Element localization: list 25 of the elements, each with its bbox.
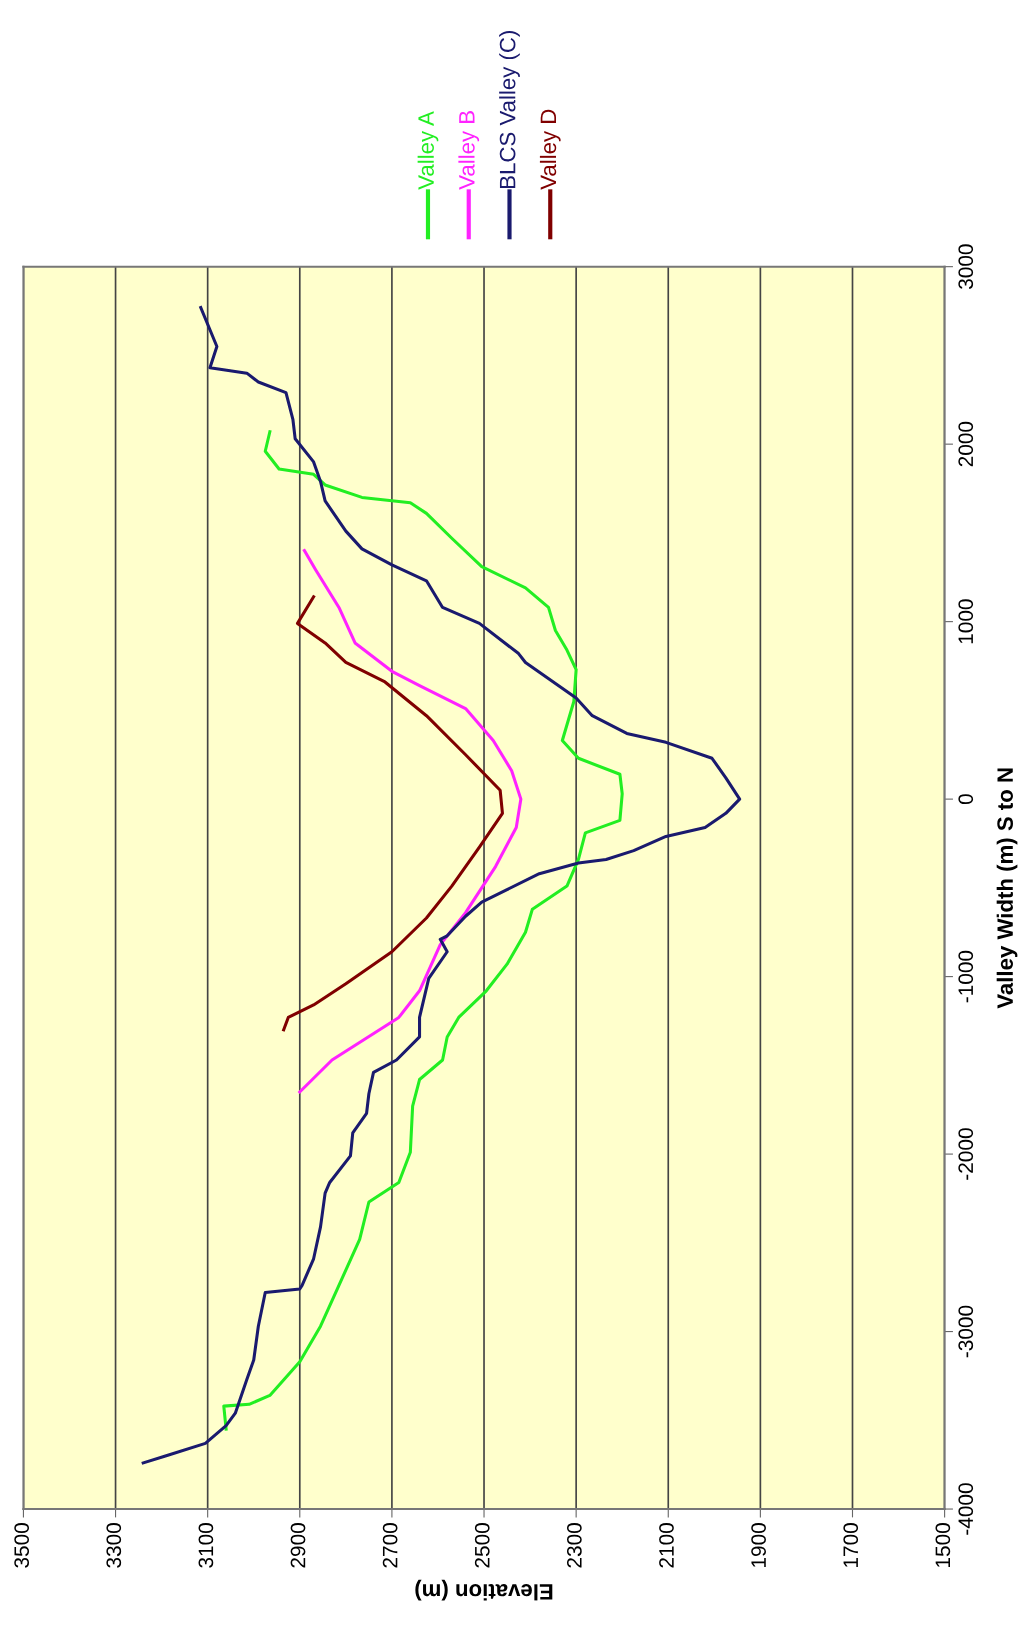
x-tick-label: 2700 [382,1523,398,1568]
y-tick-label: -1000 [958,950,974,1003]
x-tick-label: 3300 [106,1523,122,1568]
y-axis-title: Valley Width (m) S to N [996,768,1018,1009]
x-tick-label: 3500 [14,1523,30,1568]
text: BLCS Valley (C) [499,31,520,188]
y-tick-label: -4000 [958,1483,974,1535]
y-tick-label: 1000 [958,599,974,644]
x-tick-label: 1900 [751,1523,766,1567]
x-tick-label: 1700 [843,1523,859,1567]
x-axis-title: Elevation (m) [415,1579,553,1601]
text: Valley A [417,111,439,190]
y-tick-label: -2000 [958,1128,974,1180]
y-tick-label: -3000 [958,1305,974,1358]
x-tick-label: 1500 [935,1523,951,1567]
y-tick-label: 2000 [958,421,974,467]
x-tick-label: 2900 [290,1523,306,1568]
y-tick-label: 3000 [958,244,974,290]
x-tick-label: 3100 [198,1523,214,1568]
x-tick-label: 2500 [474,1523,490,1568]
text: Valley B [458,111,480,190]
x-tick-label: 2300 [566,1523,582,1568]
text: Valley D [539,109,561,190]
x-tick-label: 2100 [659,1523,674,1568]
y-tick-label: 0 [958,794,974,805]
